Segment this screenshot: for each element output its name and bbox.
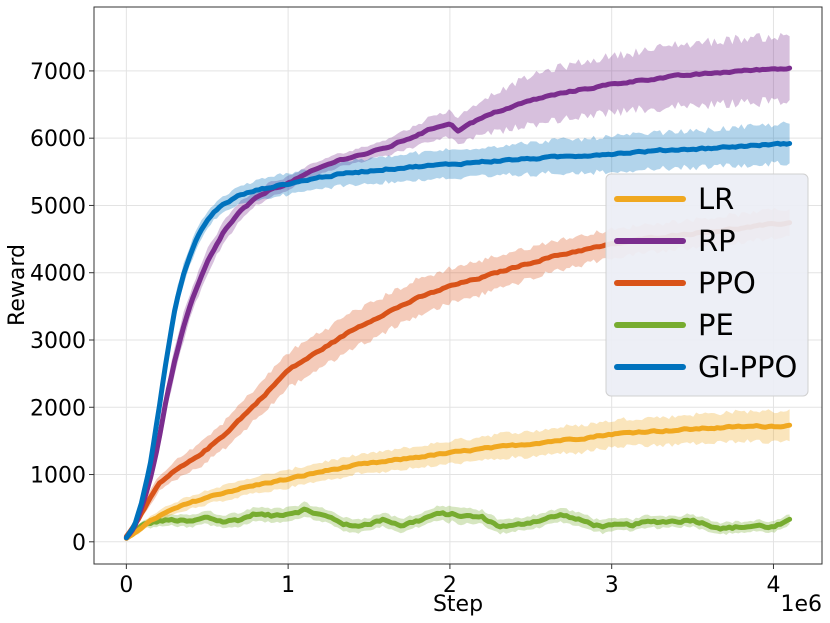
- y-tick-label-6: 6000: [30, 127, 86, 152]
- x-axis-multiplier: 1e6: [780, 592, 822, 617]
- legend-label-lr: LR: [698, 182, 734, 216]
- plot-frame: [93, 6, 823, 565]
- x-tick-label-0: 0: [119, 573, 133, 598]
- band-gi-ppo: [126, 121, 790, 540]
- y-tick-label-0: 0: [72, 531, 86, 556]
- legend-label-gi-ppo: GI-PPO: [698, 350, 797, 384]
- legend-box: [605, 173, 809, 397]
- legend-label-pe: PE: [698, 308, 734, 342]
- y-tick-label-2: 2000: [30, 396, 86, 421]
- x-tick-label-1: 1: [281, 573, 295, 598]
- legend-label-rp: RP: [698, 224, 736, 258]
- x-axis-title: Step: [433, 592, 483, 617]
- legend-label-ppo: PPO: [698, 266, 756, 300]
- x-tick-label-3: 3: [605, 573, 619, 598]
- y-tick-label-1: 1000: [30, 464, 86, 489]
- series-line-pe: [123, 506, 793, 541]
- series-line-lr: [123, 422, 793, 541]
- legend: LR RP PPO PE GI-PPO: [605, 173, 809, 397]
- y-tick-label-3: 3000: [30, 329, 86, 354]
- y-tick-label-5: 5000: [30, 194, 86, 219]
- y-axis-title: Reward: [5, 244, 30, 326]
- band-lr: [126, 409, 790, 541]
- x-tick-label-2: 2: [443, 573, 457, 598]
- y-tick-label-4: 4000: [30, 262, 86, 287]
- series-line-rp: [123, 65, 793, 541]
- x-tick-label-4: 4: [766, 573, 780, 598]
- x-axis-ticks: 0 1 2 3 4: [119, 564, 780, 598]
- y-tick-label-7: 7000: [30, 60, 86, 85]
- band-rp: [126, 32, 790, 540]
- y-axis-ticks: 0 1000 2000 3000 4000 5000 6000 7000: [30, 60, 94, 556]
- series-line-gi-ppo: [123, 140, 793, 541]
